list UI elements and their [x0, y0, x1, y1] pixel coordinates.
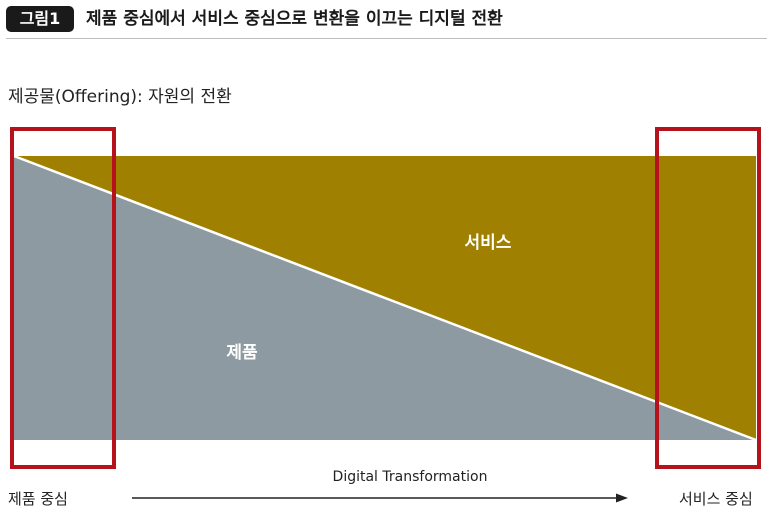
service-centric-label: 서비스 중심	[679, 490, 753, 508]
service-region-label: 서비스	[465, 233, 512, 253]
figure-title: 제품 중심에서 서비스 중심으로 변환을 이끄는 디지털 전환	[86, 9, 503, 29]
product-focus-highlight-frame	[10, 127, 116, 469]
diagram-subtitle: 제공물(Offering): 자원의 전환	[8, 87, 232, 107]
arrow-head-icon	[616, 493, 628, 503]
service-focus-highlight-frame	[655, 127, 761, 469]
product-centric-label: 제품 중심	[8, 490, 68, 508]
figure-header: 그림1 제품 중심에서 서비스 중심으로 변환을 이끄는 디지털 전환	[6, 6, 767, 32]
diagonal-divider	[13, 154, 757, 442]
header-divider	[6, 38, 767, 39]
transformation-arrow-label: Digital Transformation	[332, 469, 488, 485]
product-region-label: 제품	[226, 343, 258, 363]
figure-number-badge: 그림1	[6, 6, 74, 32]
